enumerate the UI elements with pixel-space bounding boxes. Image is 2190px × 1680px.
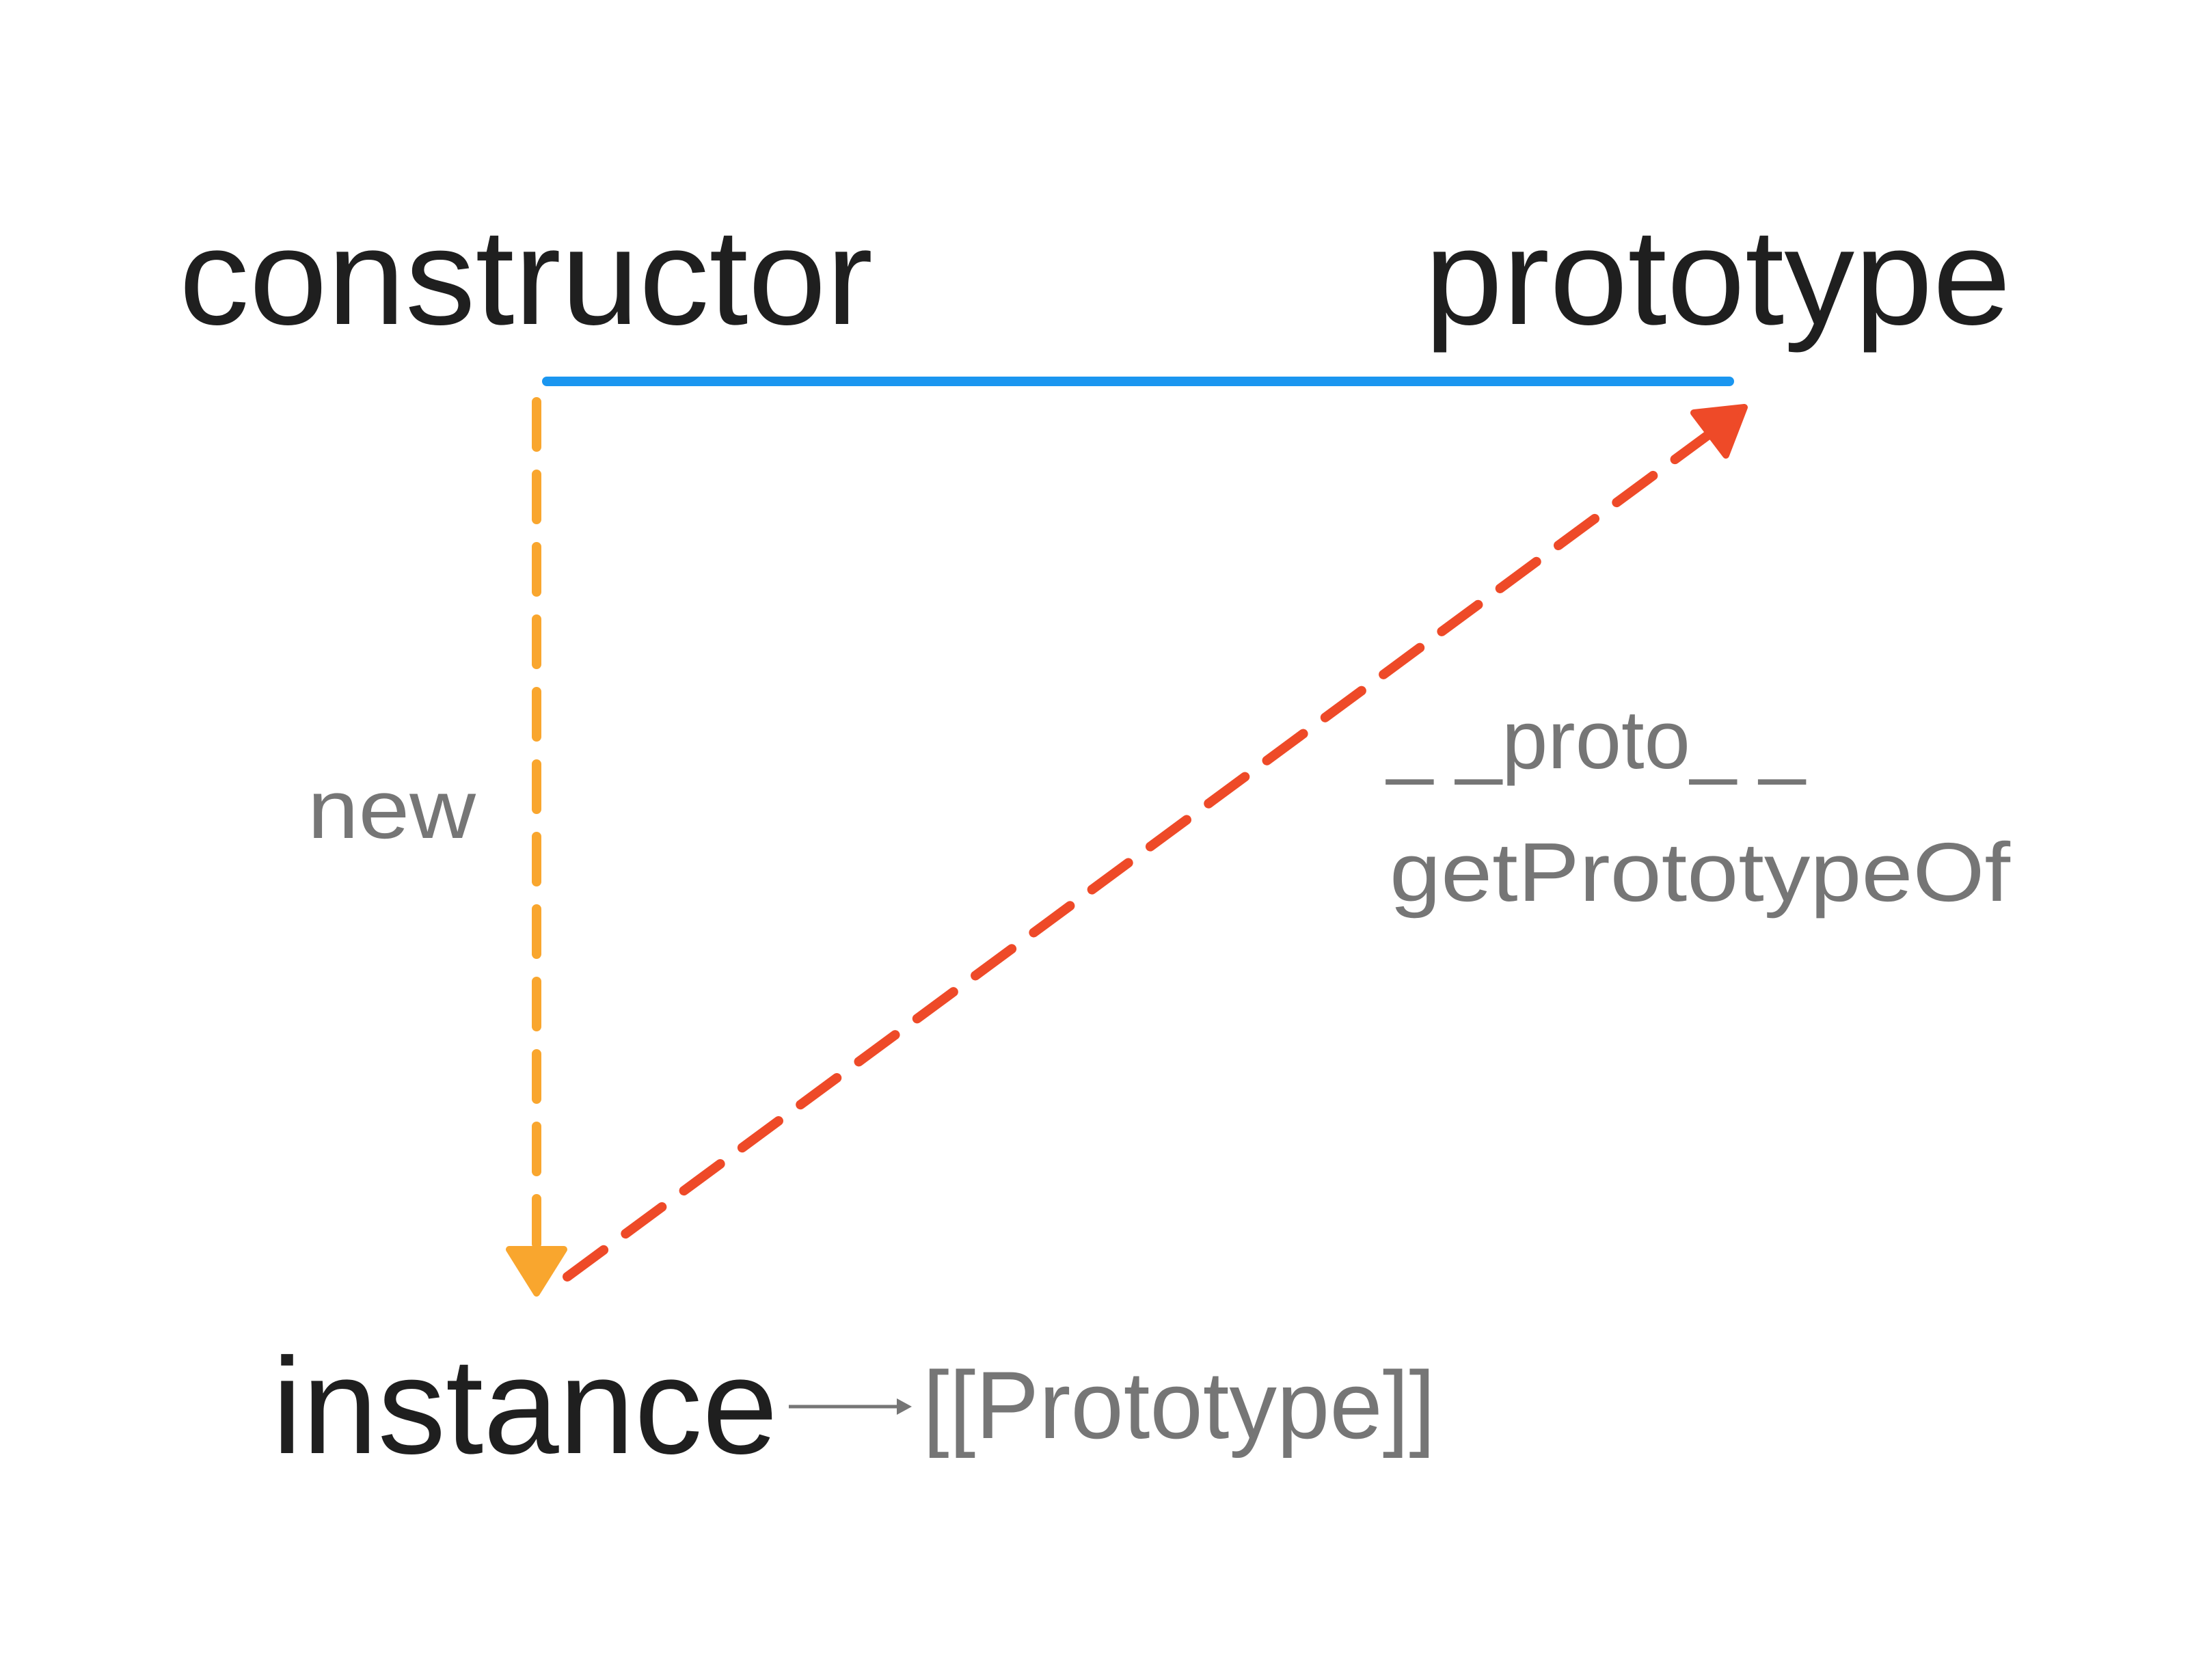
node-label: constructor [179, 201, 873, 353]
proto-arrow-head [1690, 404, 1748, 459]
node-label: prototype [1424, 201, 2011, 353]
edge-label: _ _proto_ _ [1385, 693, 1807, 786]
edge-sublabel: getPrototypeOf [1390, 826, 2011, 919]
proto-arrow-line [563, 427, 1717, 1282]
node-label: instance [272, 1330, 778, 1482]
edge-label: [[Prototype]] [923, 1351, 1435, 1459]
slot-arrow-head [897, 1398, 912, 1415]
edge-label: new [308, 763, 476, 856]
new-arrow-head [506, 1246, 567, 1297]
